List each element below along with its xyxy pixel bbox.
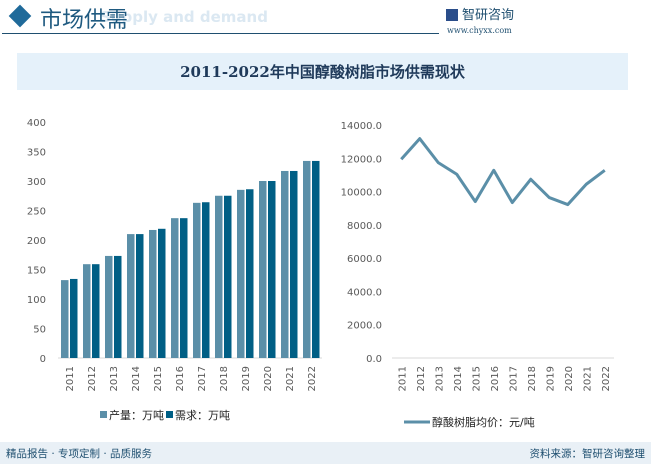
y-tick-label: 400 (27, 118, 46, 129)
y-tick-label: 4000.0 (347, 287, 382, 298)
x-tick-label: 2020 (263, 366, 274, 391)
price-line (400, 137, 606, 207)
x-tick-label: 2014 (453, 366, 464, 391)
y-tick-label: 0.0 (366, 354, 382, 365)
x-tick-label: 2021 (285, 366, 296, 391)
bar-production (259, 181, 267, 358)
footer: 精品报告 · 专项定制 · 品质服务 资料来源：智研咨询整理 (0, 442, 651, 464)
bar-production (171, 218, 179, 358)
footer-source: 资料来源：智研咨询整理 (529, 448, 646, 460)
x-tick-label: 2015 (471, 366, 482, 391)
x-tick-label: 2019 (241, 366, 252, 391)
legend-swatch (166, 411, 173, 418)
bar-production (149, 229, 157, 358)
y-tick-label: 150 (27, 266, 46, 277)
bar-demand (136, 234, 144, 358)
x-tick-label: 2017 (508, 366, 519, 391)
legend-label: 醇酸树脂均价：元/吨 (432, 415, 535, 429)
y-tick-label: 50 (33, 325, 46, 336)
x-tick-label: 2011 (397, 366, 408, 391)
brand-logo: 智研咨询 (446, 4, 514, 23)
x-tick-label: 2022 (601, 366, 612, 391)
logo-icon (446, 9, 458, 21)
bar-demand (114, 255, 122, 358)
chart-title-box: 2011-2022年中国醇酸树脂市场供需现状 (17, 53, 628, 90)
x-tick-label: 2018 (219, 366, 230, 391)
legend-label: 需求：万吨 (175, 409, 230, 422)
x-tick-label: 2020 (564, 366, 575, 391)
y-tick-label: 12000.0 (341, 154, 382, 165)
bar-production (127, 234, 135, 358)
header-subtitle: Supply and demand (100, 8, 268, 26)
y-tick-label: 350 (27, 148, 46, 159)
y-tick-label: 2000.0 (347, 321, 382, 332)
header-title: 市场供需 (40, 8, 129, 33)
x-tick-label: 2014 (131, 366, 142, 391)
x-tick-label: 2016 (490, 366, 501, 391)
logo-text: 智研咨询 (462, 8, 515, 23)
x-tick-label: 2013 (109, 366, 120, 391)
x-tick-label: 2013 (434, 366, 445, 391)
bar-production (61, 280, 69, 358)
footer-slogan: 精品报告 · 专项定制 · 品质服务 (6, 448, 153, 460)
y-tick-label: 10000.0 (341, 188, 382, 199)
x-tick-label: 2012 (416, 366, 427, 391)
y-tick-label: 0 (40, 354, 46, 365)
bar-production (105, 255, 113, 358)
bar-demand (312, 160, 320, 358)
bar-demand (290, 170, 298, 358)
bar-demand (158, 228, 166, 358)
bar-demand (70, 278, 78, 358)
x-tick-label: 2021 (582, 366, 593, 391)
y-tick-label: 200 (27, 236, 46, 247)
bar-production (237, 189, 245, 358)
bar-demand (268, 181, 276, 358)
bar-production (215, 195, 223, 358)
bar-demand (246, 189, 254, 358)
bar-production (303, 160, 311, 358)
bar-production (83, 264, 91, 358)
y-tick-label: 250 (27, 207, 46, 218)
y-tick-label: 6000.0 (347, 254, 382, 265)
x-tick-label: 2016 (175, 366, 186, 391)
bar-demand (92, 264, 100, 358)
y-tick-label: 100 (27, 295, 46, 306)
y-tick-label: 8000.0 (347, 221, 382, 232)
header-divider (2, 33, 439, 34)
chart-title: 2011-2022年中国醇酸树脂市场供需现状 (180, 63, 465, 81)
x-tick-label: 2015 (153, 366, 164, 391)
x-tick-label: 2012 (87, 366, 98, 391)
legend-label: 产量：万吨 (109, 408, 164, 422)
x-tick-label: 2011 (65, 366, 76, 391)
x-tick-label: 2019 (545, 366, 556, 391)
bar-production (193, 202, 201, 358)
x-tick-label: 2017 (197, 366, 208, 391)
y-tick-label: 300 (27, 177, 46, 188)
bar-demand (224, 195, 232, 358)
y-tick-label: 14000.0 (341, 121, 382, 132)
legend-swatch (100, 411, 107, 418)
bar-demand (180, 218, 188, 358)
brand-url: www.chyxx.com (447, 26, 512, 35)
bar-demand (202, 202, 210, 358)
x-tick-label: 2018 (527, 366, 538, 391)
x-tick-label: 2022 (307, 366, 318, 391)
bar-production (281, 170, 289, 358)
